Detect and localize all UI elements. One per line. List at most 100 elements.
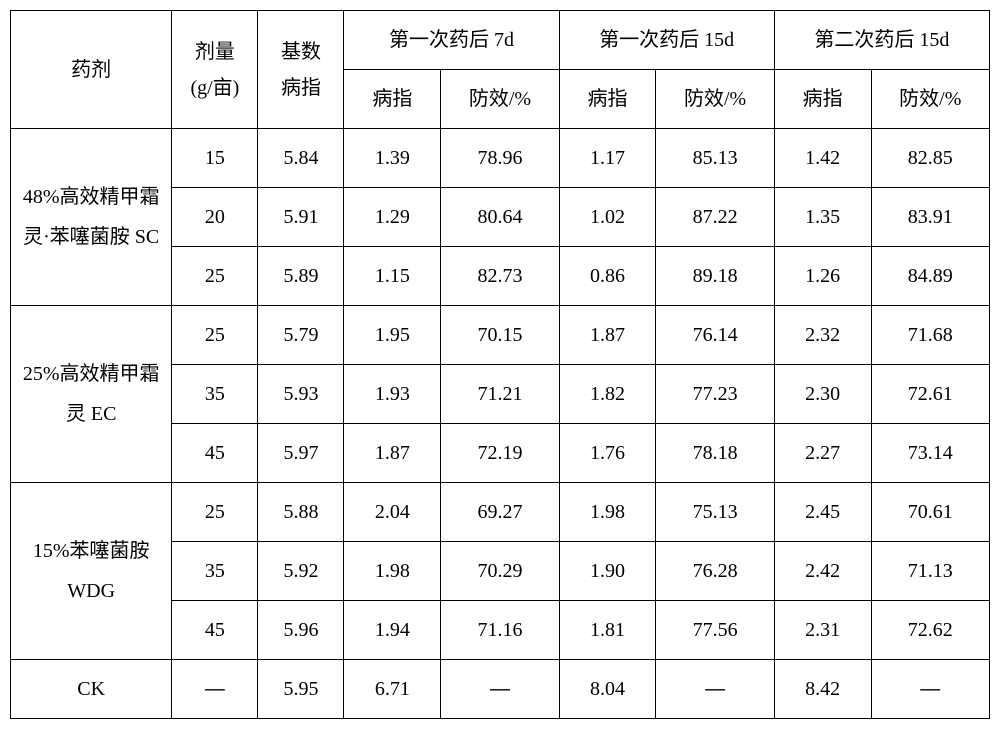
cell-f1: 82.73 [441,247,559,306]
cell-f1: 71.21 [441,365,559,424]
cell-f2: 87.22 [656,188,774,247]
cell-f1: 70.29 [441,542,559,601]
cell-b1: 1.94 [344,601,441,660]
cell-f1: 72.19 [441,424,559,483]
cell-f2: 78.18 [656,424,774,483]
cell-b3: 2.30 [774,365,871,424]
cell-b1: 1.95 [344,306,441,365]
cell-b1: 1.39 [344,129,441,188]
agent-cell-2: 25%高效精甲霜灵 EC [11,306,172,483]
cell-f1: 69.27 [441,483,559,542]
cell-b1: 2.04 [344,483,441,542]
cell-f2: 76.14 [656,306,774,365]
cell-base: 5.89 [258,247,344,306]
header-base: 基数 病指 [258,11,344,129]
cell-dose: 35 [172,365,258,424]
table-body: 48%高效精甲霜灵·苯噻菌胺 SC 15 5.84 1.39 78.96 1.1… [11,129,990,719]
cell-f3: 71.68 [871,306,989,365]
cell-b3: 1.26 [774,247,871,306]
cell-base: 5.91 [258,188,344,247]
cell-f2: 85.13 [656,129,774,188]
cell-base: 5.84 [258,129,344,188]
table-row: 48%高效精甲霜灵·苯噻菌胺 SC 15 5.84 1.39 78.96 1.1… [11,129,990,188]
cell-dose: 25 [172,247,258,306]
cell-f3: 72.61 [871,365,989,424]
cell-base: 5.88 [258,483,344,542]
header-base-l2: 病指 [281,77,321,99]
header-group-3: 第二次药后 15d [774,11,989,70]
cell-b1: 1.87 [344,424,441,483]
table-row: 15%苯噻菌胺 WDG 25 5.88 2.04 69.27 1.98 75.1… [11,483,990,542]
cell-base: 5.97 [258,424,344,483]
cell-b1: 1.15 [344,247,441,306]
cell-b2: 1.02 [559,188,656,247]
header-group-1: 第一次药后 7d [344,11,559,70]
cell-dose: 25 [172,306,258,365]
cell-f1: 80.64 [441,188,559,247]
cell-f2: 77.23 [656,365,774,424]
cell-b3: 1.35 [774,188,871,247]
cell-dose: 20 [172,188,258,247]
header-dose: 剂量 (g/亩) [172,11,258,129]
cell-b2: 1.76 [559,424,656,483]
cell-dose: 25 [172,483,258,542]
table-row: 25%高效精甲霜灵 EC 25 5.79 1.95 70.15 1.87 76.… [11,306,990,365]
table-header: 药剂 剂量 (g/亩) 基数 病指 第一次药后 7d 第一次药后 15d 第二次… [11,11,990,129]
header-dose-l1: 剂量 [195,41,235,63]
cell-f3: 84.89 [871,247,989,306]
table-row-ck: CK — 5.95 6.71 — 8.04 — 8.42 — [11,660,990,719]
cell-b1: 1.29 [344,188,441,247]
agent-cell-3: 15%苯噻菌胺 WDG [11,483,172,660]
cell-b2: 1.17 [559,129,656,188]
header-base-l1: 基数 [281,41,321,63]
agent-cell-ck: CK [11,660,172,719]
cell-dose: 15 [172,129,258,188]
cell-dose: — [172,660,258,719]
cell-base: 5.96 [258,601,344,660]
cell-b1: 1.93 [344,365,441,424]
cell-b2: 1.87 [559,306,656,365]
header-agent: 药剂 [11,11,172,129]
cell-f2: 76.28 [656,542,774,601]
cell-b2: 1.81 [559,601,656,660]
cell-b3: 2.42 [774,542,871,601]
cell-b2: 8.04 [559,660,656,719]
cell-dose: 45 [172,601,258,660]
cell-base: 5.79 [258,306,344,365]
cell-b2: 1.90 [559,542,656,601]
cell-f2: 77.56 [656,601,774,660]
header-bz-2: 病指 [559,70,656,129]
header-bz-3: 病指 [774,70,871,129]
cell-f3: 73.14 [871,424,989,483]
cell-b1: 6.71 [344,660,441,719]
header-fx-2: 防效/% [656,70,774,129]
cell-b3: 2.45 [774,483,871,542]
cell-base: 5.93 [258,365,344,424]
cell-b3: 2.31 [774,601,871,660]
cell-f1: 71.16 [441,601,559,660]
cell-f3: 83.91 [871,188,989,247]
cell-f3: 82.85 [871,129,989,188]
cell-dose: 45 [172,424,258,483]
header-fx-3: 防效/% [871,70,989,129]
cell-b3: 2.32 [774,306,871,365]
cell-b3: 1.42 [774,129,871,188]
cell-f2: 89.18 [656,247,774,306]
agent-cell-1: 48%高效精甲霜灵·苯噻菌胺 SC [11,129,172,306]
efficacy-table-container: 药剂 剂量 (g/亩) 基数 病指 第一次药后 7d 第一次药后 15d 第二次… [10,10,990,719]
cell-f3: 71.13 [871,542,989,601]
cell-b2: 1.98 [559,483,656,542]
cell-f2: — [656,660,774,719]
cell-base: 5.92 [258,542,344,601]
cell-f3: 72.62 [871,601,989,660]
header-group-2: 第一次药后 15d [559,11,774,70]
efficacy-table: 药剂 剂量 (g/亩) 基数 病指 第一次药后 7d 第一次药后 15d 第二次… [10,10,990,719]
cell-f1: 70.15 [441,306,559,365]
header-dose-l2: (g/亩) [190,77,239,99]
cell-f2: 75.13 [656,483,774,542]
cell-b2: 1.82 [559,365,656,424]
cell-b3: 2.27 [774,424,871,483]
cell-b3: 8.42 [774,660,871,719]
cell-dose: 35 [172,542,258,601]
cell-f1: 78.96 [441,129,559,188]
